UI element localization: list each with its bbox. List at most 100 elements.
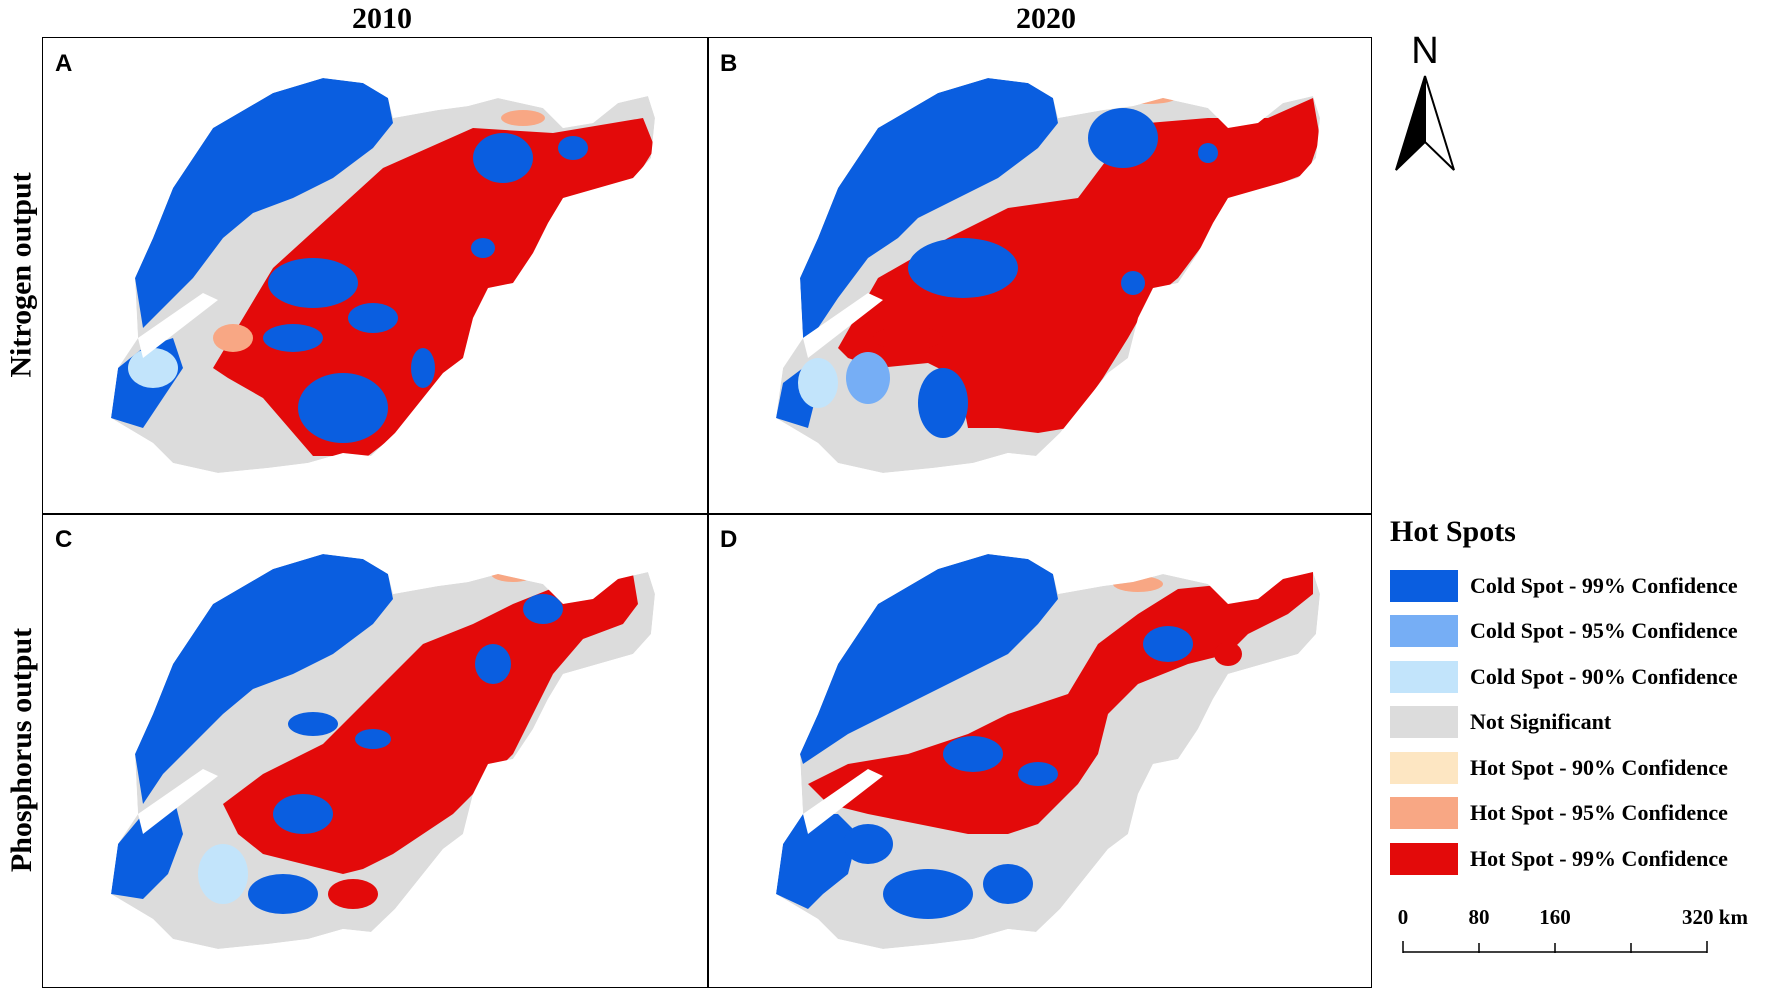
coldspot-95-region — [846, 352, 890, 404]
coldspot-region — [883, 869, 973, 919]
province-fill — [776, 554, 1320, 949]
coldspot-region — [298, 373, 388, 443]
hotspot-region — [1214, 642, 1242, 666]
legend-label: Cold Spot - 95% Confidence — [1470, 618, 1738, 644]
hotspot-95-region — [213, 324, 253, 352]
scale-bar-line — [1402, 941, 1708, 953]
legend-swatch — [1390, 842, 1458, 875]
map-panel-c: C — [43, 514, 707, 989]
row-title-phosphorus: Phosphorus output — [0, 512, 44, 988]
coldspot-region — [1121, 271, 1145, 295]
coldspot-region — [248, 874, 318, 914]
panel-letter-d: D — [720, 526, 738, 553]
coldspot-region — [135, 78, 393, 328]
hotspot-region — [873, 326, 943, 350]
legend-swatch — [1390, 797, 1458, 830]
legend-swatch — [1390, 660, 1458, 693]
panel-letter-c: C — [55, 526, 73, 553]
coldspot-region — [411, 348, 435, 388]
coldspot-region — [471, 238, 495, 258]
hotspot-region — [838, 98, 1320, 433]
legend-label: Hot Spot - 99% Confidence — [1470, 845, 1728, 871]
bay-gap — [803, 769, 883, 834]
bay-gap — [803, 293, 883, 358]
coldspot-region — [908, 238, 1018, 298]
coldspot-region — [288, 712, 338, 736]
hotspot-map-c — [111, 554, 655, 949]
scale-label-160: 160 — [1539, 905, 1571, 929]
hotspot-map-b — [776, 78, 1320, 473]
legend-item: Not Significant — [1390, 700, 1780, 746]
row-title-nitrogen-text: Nitrogen output — [5, 171, 38, 378]
legend-item: Cold Spot - 99% Confidence — [1390, 563, 1780, 609]
row-title-phosphorus-text: Phosphorus output — [5, 627, 39, 873]
coldspot-region — [1143, 626, 1193, 662]
coldspot-region — [800, 554, 1058, 764]
north-arrow-icon — [1395, 75, 1455, 171]
coldspot-region — [843, 824, 893, 864]
hotspot-region — [223, 569, 638, 874]
hotspot-95-region — [491, 566, 535, 582]
bay-gap — [138, 769, 218, 834]
bay-gap — [138, 293, 218, 358]
coldspot-region — [1198, 143, 1218, 163]
legend-label: Cold Spot - 99% Confidence — [1470, 572, 1738, 598]
legend-item: Cold Spot - 95% Confidence — [1390, 609, 1780, 655]
legend-item: Hot Spot - 90% Confidence — [1390, 745, 1780, 791]
map-panel-grid: A B C D — [42, 37, 1372, 988]
coldspot-region — [800, 78, 1058, 338]
coldspot-region — [523, 594, 563, 624]
coldspot-region — [943, 736, 1003, 772]
hotspot-95-region — [501, 110, 545, 126]
coldspot-region — [268, 258, 358, 308]
grid-divider-vertical — [707, 38, 709, 987]
hotspot-map-a — [111, 78, 655, 473]
panel-letter-b: B — [720, 50, 738, 77]
legend-label: Cold Spot - 90% Confidence — [1470, 663, 1738, 689]
coldspot-region — [558, 136, 588, 160]
legend-swatch — [1390, 615, 1458, 648]
legend-swatch — [1390, 751, 1458, 784]
map-panel-b: B — [708, 38, 1372, 513]
map-panel-d: D — [708, 514, 1372, 989]
province-fill — [111, 554, 655, 949]
province-fill — [111, 78, 655, 473]
scale-bar: 0 80 160 320 km — [1390, 905, 1770, 975]
legend-swatch — [1390, 569, 1458, 602]
coldspot-region — [983, 864, 1033, 904]
hotspot-region — [328, 879, 378, 909]
row-title-nitrogen: Nitrogen output — [0, 37, 44, 512]
coldspot-region — [1088, 108, 1158, 168]
hotspot-region — [213, 118, 655, 456]
north-arrow: N — [1390, 30, 1460, 180]
hotspot-map-d — [776, 554, 1320, 949]
legend-label: Not Significant — [1470, 709, 1612, 735]
map-panel-a: A — [43, 38, 707, 513]
coldspot-region — [473, 133, 533, 183]
legend-item: Hot Spot - 99% Confidence — [1390, 836, 1780, 882]
hotspot-95-region — [1113, 576, 1163, 592]
coldspot-region — [475, 644, 511, 684]
column-title-2010: 2010 — [352, 2, 412, 35]
province-fill — [776, 78, 1320, 473]
scale-label-0: 0 — [1397, 905, 1409, 929]
coldspot-region — [918, 368, 968, 438]
hotspot-region — [808, 564, 1313, 834]
legend-label: Hot Spot - 90% Confidence — [1470, 754, 1728, 780]
coldspot-region — [776, 814, 858, 909]
coldspot-region — [355, 729, 391, 749]
scale-label-80: 80 — [1468, 905, 1490, 929]
coldspot-90-region — [128, 348, 178, 388]
panel-letter-a: A — [55, 50, 73, 77]
legend-item: Cold Spot - 90% Confidence — [1390, 654, 1780, 700]
coldspot-region — [263, 324, 323, 352]
coldspot-90-region — [198, 844, 248, 904]
north-label: N — [1411, 30, 1439, 72]
coldspot-region — [1018, 762, 1058, 786]
legend-label: Hot Spot - 95% Confidence — [1470, 800, 1728, 826]
column-title-2020: 2020 — [1016, 2, 1076, 35]
coldspot-region — [348, 303, 398, 333]
coldspot-90-region — [798, 358, 838, 408]
scale-label-320: 320 km — [1682, 905, 1748, 929]
legend-item: Hot Spot - 95% Confidence — [1390, 791, 1780, 837]
